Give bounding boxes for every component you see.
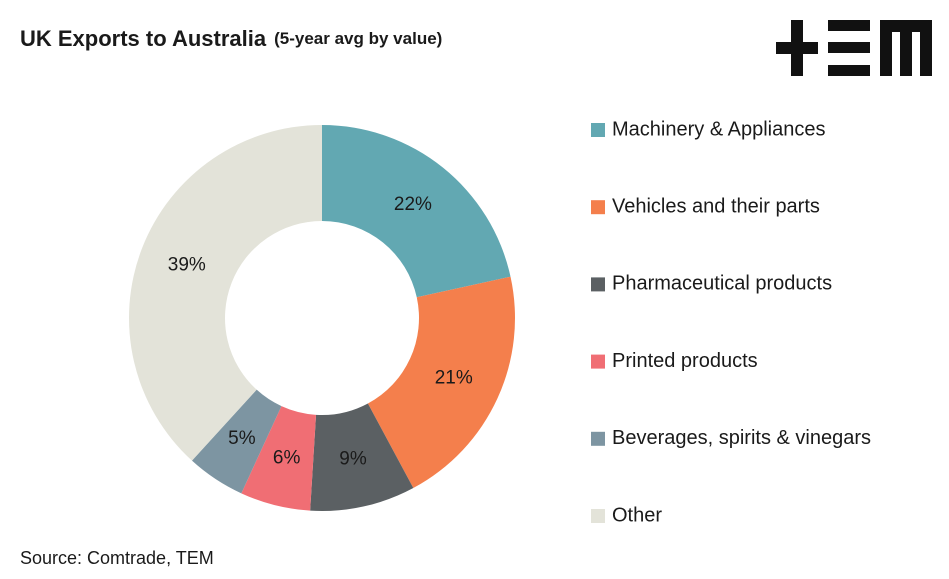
legend-label: Machinery & Appliances <box>612 118 825 140</box>
data-label: 6% <box>273 448 301 469</box>
slice <box>129 124 322 461</box>
legend-label: Vehicles and their parts <box>612 195 820 217</box>
legend-label: Printed products <box>612 350 758 372</box>
data-label: 9% <box>339 449 367 470</box>
legend-swatch <box>591 431 605 446</box>
slice <box>310 403 414 511</box>
legend-swatch <box>591 277 605 292</box>
legend-label: Pharmaceutical products <box>612 273 832 295</box>
data-label: 22% <box>394 194 432 215</box>
slice <box>322 125 511 298</box>
data-label: 5% <box>228 428 256 449</box>
logo-shape <box>791 20 803 76</box>
legend-swatch <box>591 200 605 215</box>
legend-label: Other <box>612 504 662 526</box>
source: Source: Comtrade, TEM <box>20 548 214 568</box>
title: UK Exports to Australia <box>20 26 267 51</box>
logo-shape <box>880 20 932 76</box>
legend-swatch <box>591 354 605 369</box>
chart-title: UK Exports to Australia (5-year avg by va… <box>20 26 442 51</box>
legend: Machinery & Appliances Vehicles and their… <box>591 118 871 526</box>
legend-swatch <box>591 509 605 523</box>
data-label: 39% <box>168 255 206 276</box>
slice <box>367 276 516 489</box>
subtitle: (5-year avg by value) <box>274 29 442 48</box>
donut: 22% 21% 9% 6% 5% 39% <box>129 124 516 511</box>
logo-shape <box>828 20 870 31</box>
logo-shape <box>828 65 870 76</box>
legend-label: Beverages, spirits & vinegars <box>612 427 871 449</box>
slice <box>191 389 282 494</box>
data-label: 21% <box>435 368 473 389</box>
logo-shape <box>828 42 870 53</box>
slice <box>241 406 317 511</box>
legend-swatch <box>591 123 605 137</box>
logo <box>776 20 932 76</box>
